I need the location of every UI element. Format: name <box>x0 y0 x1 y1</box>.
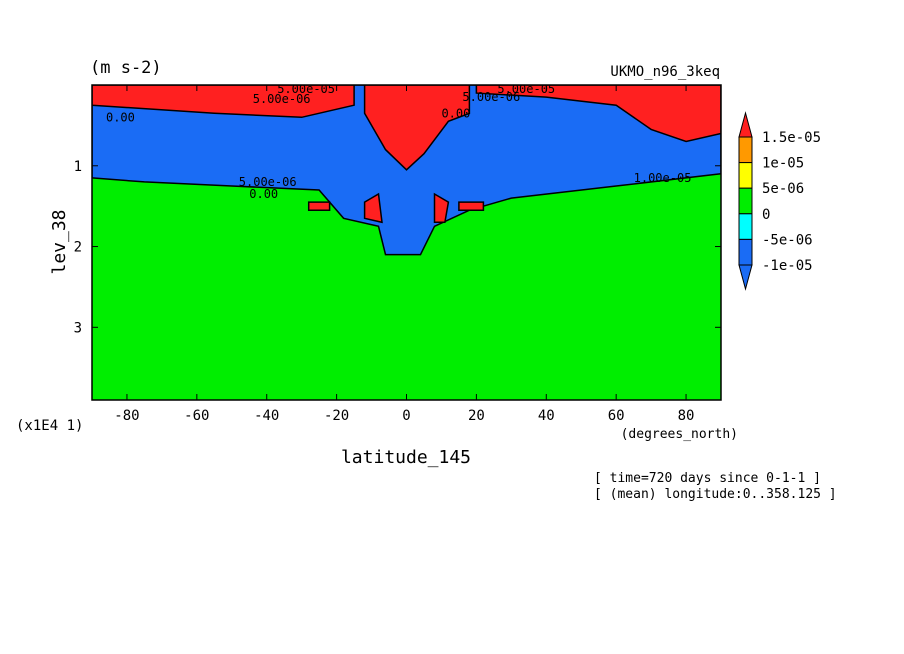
x-tick-label: 20 <box>468 408 485 424</box>
colorbar: 1.5e-05 1e-05 5e-06 0 -5e-06 -1e-05 <box>738 111 821 291</box>
x-tick-label: 40 <box>538 408 555 424</box>
colorbar-label: -1e-05 <box>762 258 813 274</box>
plot-area: 5.00e-065.00e-055.00e-065.00e-050.00 0.00… <box>92 82 721 400</box>
x-tick-label: 60 <box>608 408 625 424</box>
positive-region <box>458 201 485 211</box>
colorbar-label: 1e-05 <box>762 156 804 172</box>
x-tick-label: -60 <box>184 408 209 424</box>
y-tick-label: 2 <box>74 240 82 256</box>
y-tick-label: 1 <box>74 159 82 175</box>
positive-region <box>92 85 355 119</box>
x-tick-label: 0 <box>402 408 410 424</box>
colorbar-swatch <box>738 162 753 189</box>
colorbar-label: -5e-06 <box>762 232 813 248</box>
positive-region <box>363 85 471 171</box>
y-axis-label: lev_38 <box>49 209 70 274</box>
positive-region <box>363 192 383 224</box>
contour-label: 1.00e-05 <box>634 171 692 185</box>
colorbar-swatch <box>738 213 753 240</box>
contour-label: 0.00 <box>441 106 470 120</box>
x-tick-label: 80 <box>678 408 695 424</box>
colorbar-label: 1.5e-05 <box>762 130 821 146</box>
contour-label: 5.00e-06 <box>462 90 520 104</box>
contour-label: 5.00e-05 <box>497 82 555 96</box>
contour-label: 0.00 <box>249 187 278 201</box>
colorbar-swatch <box>738 187 753 215</box>
longitude-annotation: [ (mean) longitude:0..358.125 ] <box>594 487 837 502</box>
positive-region <box>433 192 450 224</box>
x-axis-label: latitude_145 <box>341 447 471 468</box>
y-tick-label: 3 <box>74 320 82 336</box>
units-label: (m s-2) <box>90 58 162 78</box>
y-scale-label: (x1E4 1) <box>16 418 83 434</box>
contour-label: 5.00e-05 <box>277 82 335 96</box>
x-tick-label: -40 <box>254 408 279 424</box>
positive-region <box>307 201 331 211</box>
colorbar-swatch <box>738 238 753 266</box>
x-unit-label: (degrees_north) <box>621 427 738 442</box>
colorbar-swatch <box>738 111 753 138</box>
colorbar-label: 5e-06 <box>762 181 804 197</box>
contour-label: 5.00e-06 <box>253 92 311 106</box>
colorbar-swatch <box>738 264 753 291</box>
time-annotation: [ time=720 days since 0-1-1 ] <box>594 471 821 486</box>
model-label: UKMO_n96_3keq <box>610 64 720 80</box>
contour-label: 0.00 <box>106 110 135 124</box>
x-tick-label: -20 <box>324 408 349 424</box>
positive-region <box>475 85 721 143</box>
x-tick-label: -80 <box>114 408 139 424</box>
colorbar-label: 0 <box>762 207 770 223</box>
contour-label: 5.00e-06 <box>239 175 297 189</box>
colorbar-swatch <box>738 136 753 164</box>
